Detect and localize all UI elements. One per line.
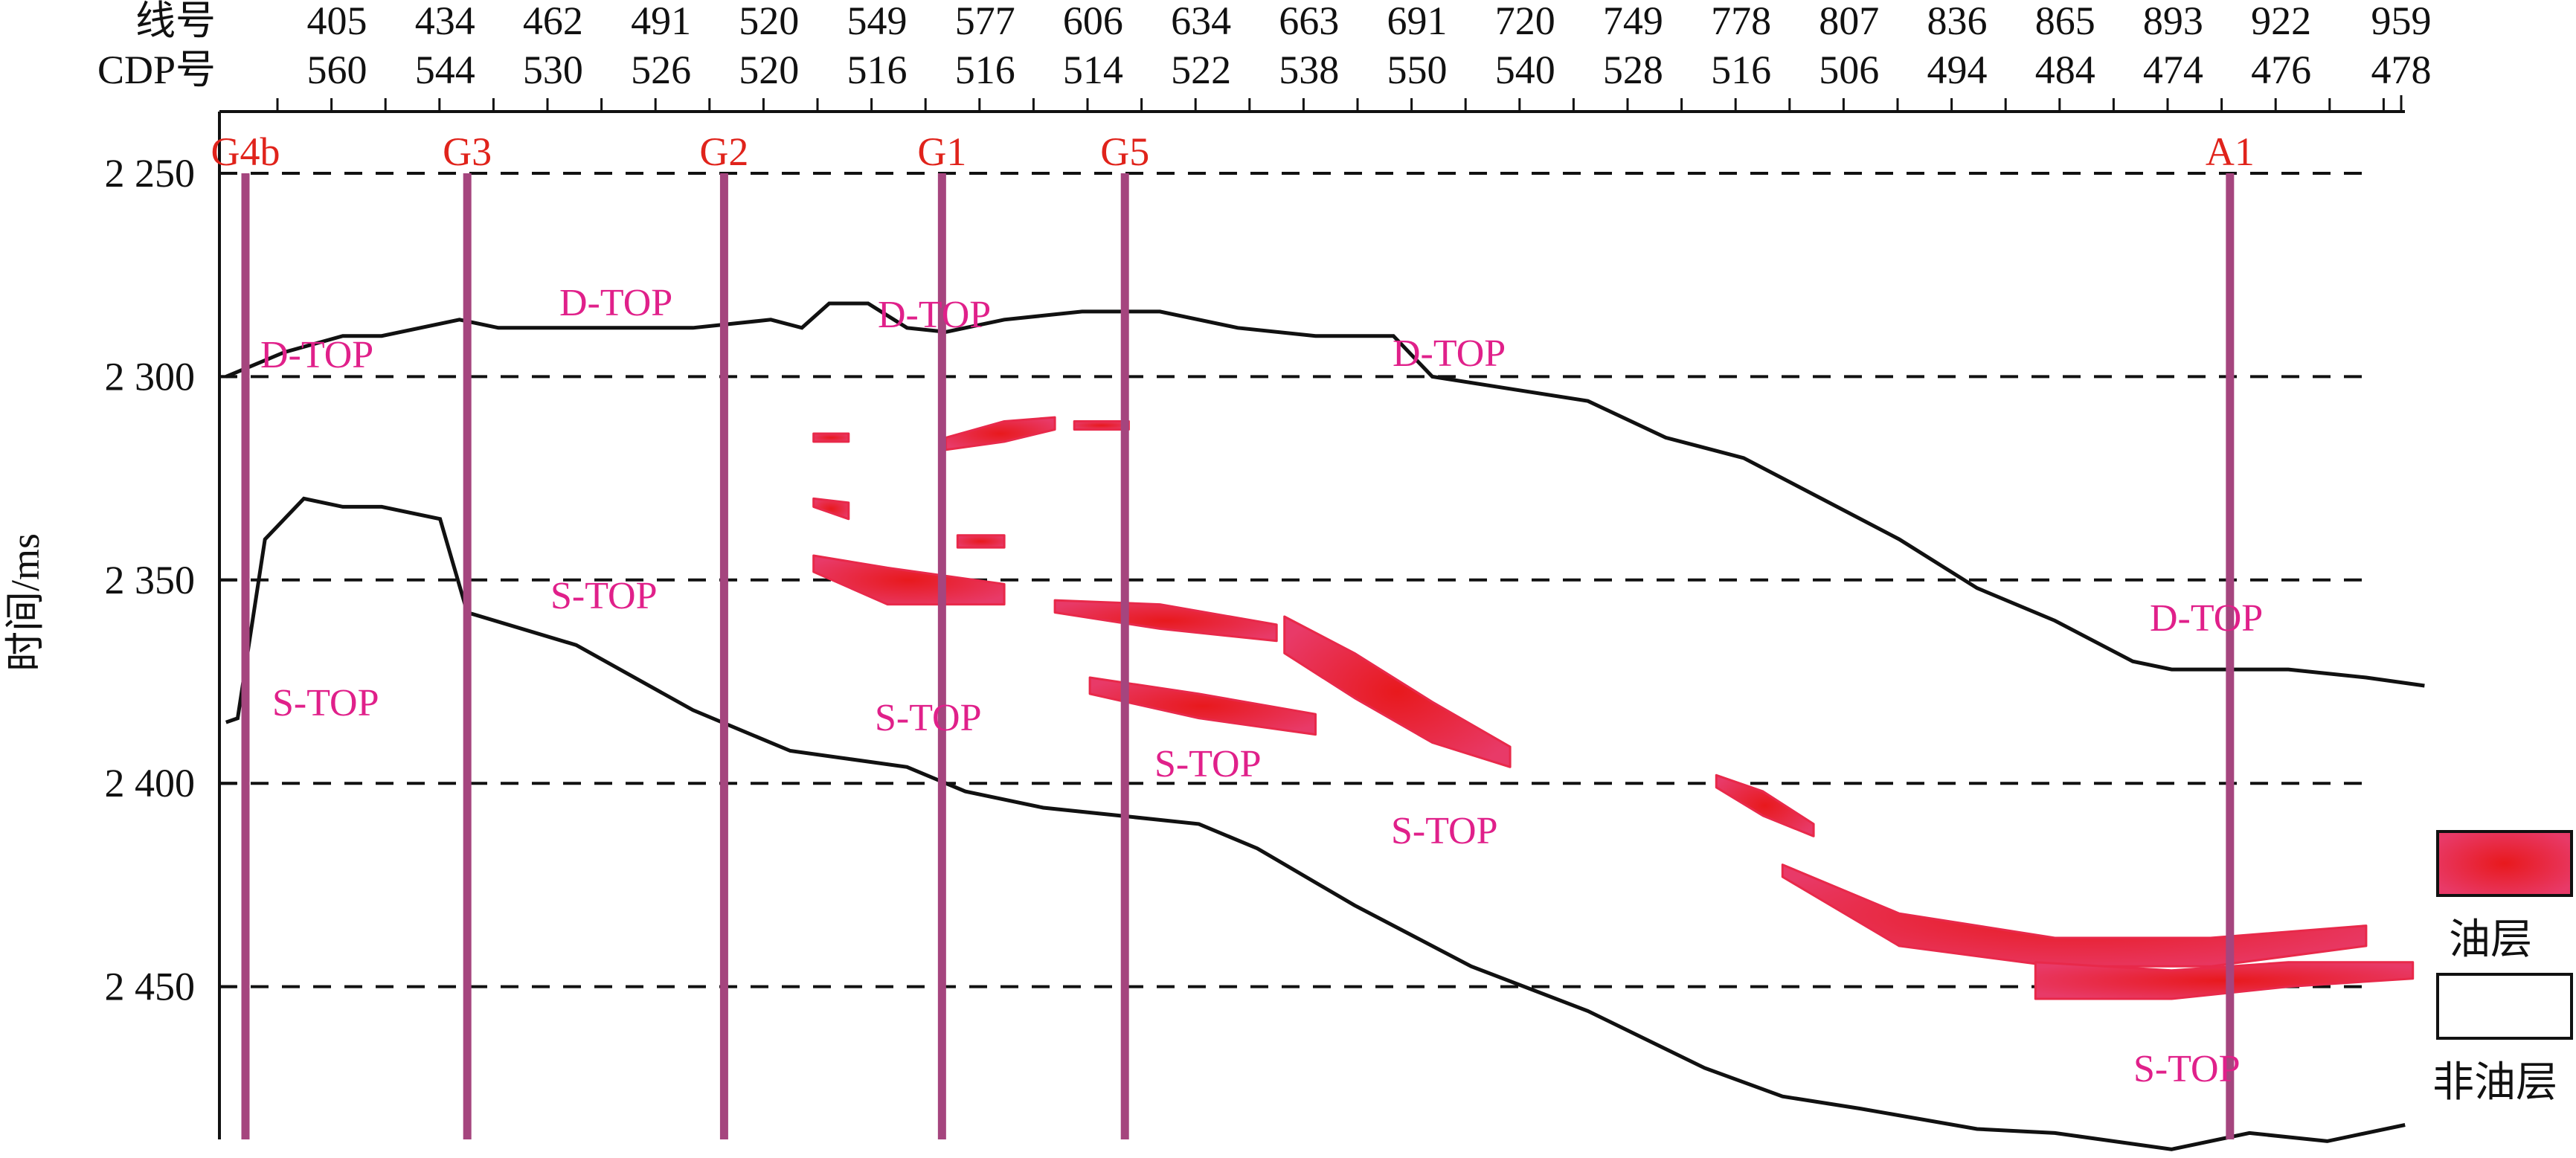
line-number-label: 922: [2251, 0, 2311, 43]
legend-oil-swatch: [2436, 830, 2573, 897]
line-number-label: 959: [2371, 0, 2432, 43]
cdp-number-label: 478: [2371, 48, 2432, 92]
legend-non-oil-label: 非油层: [2432, 1060, 2557, 1106]
oil-layer: [1088, 676, 1317, 736]
well-label: G4b: [211, 129, 280, 174]
oil-layer: [2034, 961, 2415, 1000]
d-top-label: D-TOP: [1393, 332, 1506, 375]
cdp-number-header: CDP号: [97, 48, 216, 92]
s-top-label: S-TOP: [1154, 743, 1262, 785]
time-gridlines: [219, 172, 2365, 988]
d-top-label: D-TOP: [260, 334, 373, 376]
line-number-label: 434: [415, 0, 475, 43]
line-number-label: 865: [2035, 0, 2095, 43]
cdp-number-label: 476: [2251, 48, 2311, 92]
d-top-label: D-TOP: [2150, 597, 2263, 640]
top-axis: 405 560 434 544 462 530 491 526 520 520 549 516 577 5…: [276, 0, 2432, 112]
cdp-number-label: 560: [307, 48, 367, 92]
horizon-labels: D-TOP D-TOP D-TOP D-TOP D-TOP S-TOP S-TO…: [260, 282, 2263, 1090]
y-tick-label: 2 450: [105, 965, 196, 1009]
cdp-number-label: 540: [1495, 48, 1555, 92]
cdp-number-label: 514: [1063, 48, 1123, 92]
line-number-label: 634: [1171, 0, 1231, 43]
line-number-label: 405: [307, 0, 367, 43]
line-number-label: 836: [1927, 0, 1988, 43]
line-number-label: 807: [1819, 0, 1879, 43]
line-number-label: 491: [631, 0, 691, 43]
line-number-label: 893: [2143, 0, 2203, 43]
legend: 油层 非油层: [2432, 830, 2573, 1106]
line-number-label: 606: [1063, 0, 1123, 43]
oil-layer: [812, 497, 850, 521]
y-tick-label: 2 250: [105, 151, 196, 196]
d-top-horizon: [225, 301, 2425, 688]
cdp-number-label: 516: [955, 48, 1015, 92]
oil-layer: [812, 554, 1006, 606]
oil-layer: [956, 534, 1006, 549]
line-number-label: 691: [1387, 0, 1448, 43]
s-top-label: S-TOP: [1391, 810, 1498, 852]
line-number-label: 549: [847, 0, 908, 43]
cdp-number-label: 530: [523, 48, 583, 92]
well-label: G1: [917, 129, 966, 174]
s-top-label: S-TOP: [550, 575, 658, 617]
oil-layer: [1053, 599, 1278, 643]
oil-layer: [1073, 420, 1130, 431]
legend-non-oil-swatch: [2436, 973, 2573, 1040]
oil-layer-bodies: [812, 416, 2415, 1000]
y-tick-label: 2 350: [105, 558, 196, 602]
oil-layer: [1283, 615, 1512, 768]
cdp-number-label: 538: [1279, 48, 1339, 92]
wells: G4b G3 G2 G1 G5 A1: [211, 129, 2255, 1139]
cdp-number-label: 516: [1711, 48, 1771, 92]
well-label: G5: [1100, 129, 1149, 174]
s-top-label: S-TOP: [875, 697, 982, 739]
line-number-label: 462: [523, 0, 583, 43]
well-label: G2: [699, 129, 748, 174]
y-tick-label: 2 400: [105, 761, 196, 805]
cdp-number-label: 544: [415, 48, 475, 92]
oil-layer: [812, 432, 850, 443]
s-top-label: S-TOP: [2133, 1048, 2241, 1090]
y-tick-label: 2 300: [105, 354, 196, 399]
cdp-number-label: 516: [847, 48, 908, 92]
oil-layer: [1715, 773, 1815, 837]
line-number-label: 663: [1279, 0, 1339, 43]
s-top-horizon: [225, 496, 2406, 1151]
line-number-label: 778: [1711, 0, 1771, 43]
cdp-number-label: 494: [1927, 48, 1988, 92]
cdp-number-label: 528: [1603, 48, 1663, 92]
oil-layer: [1781, 863, 2368, 968]
cdp-number-label: 484: [2035, 48, 2095, 92]
s-top-label: S-TOP: [272, 682, 379, 724]
y-axis-label: 时间/ms: [3, 533, 48, 672]
cdp-number-label: 550: [1387, 48, 1448, 92]
d-top-label: D-TOP: [559, 282, 672, 324]
legend-oil-label: 油层: [2449, 917, 2532, 963]
cdp-number-label: 522: [1171, 48, 1231, 92]
cdp-number-label: 506: [1819, 48, 1879, 92]
line-number-label: 520: [739, 0, 799, 43]
cdp-number-label: 474: [2143, 48, 2203, 92]
well-label: G3: [443, 129, 492, 174]
line-number-label: 577: [955, 0, 1015, 43]
well-label: A1: [2206, 129, 2255, 174]
line-number-header: 线号: [135, 0, 216, 43]
d-top-label: D-TOP: [878, 294, 991, 336]
cdp-number-label: 520: [739, 48, 799, 92]
oil-layer: [945, 416, 1056, 451]
line-number-label: 749: [1603, 0, 1663, 43]
line-number-label: 720: [1495, 0, 1555, 43]
cdp-number-label: 526: [631, 48, 691, 92]
